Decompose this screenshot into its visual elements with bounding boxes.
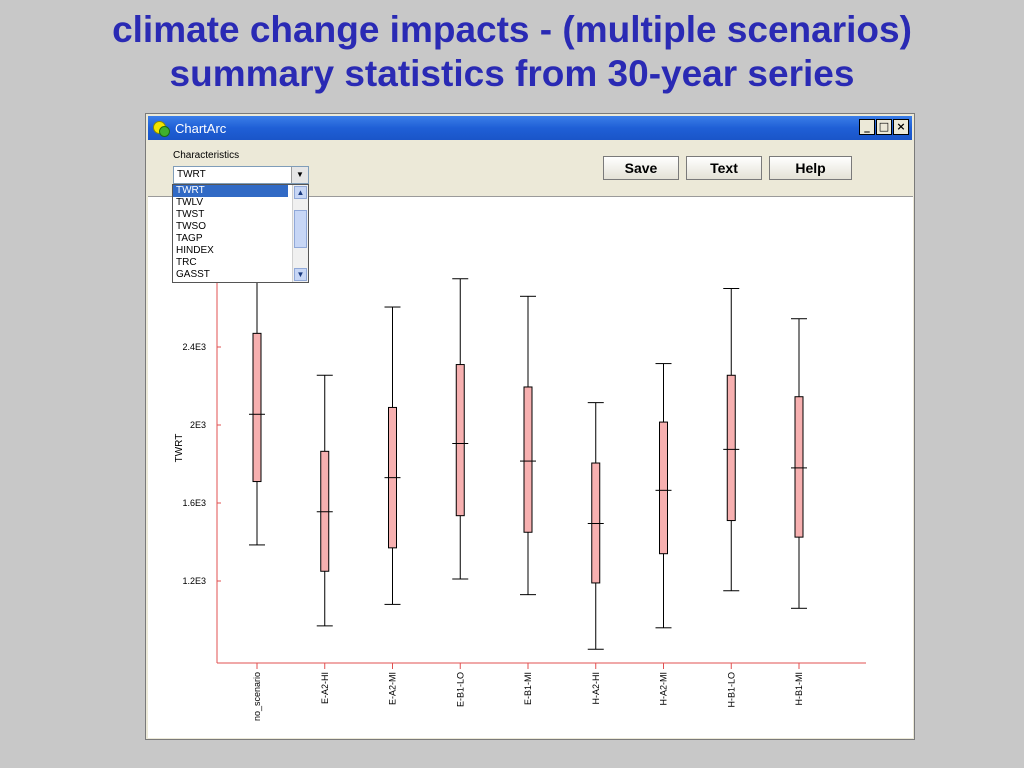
y-tick-label: 1.2E3 (182, 576, 206, 586)
box-E-B1-LO (452, 278, 469, 580)
dropdown-item-gasst[interactable]: GASST (176, 269, 210, 280)
iqr-box (455, 364, 465, 517)
x-tick-label: no_scenario (252, 672, 262, 721)
x-tick-label: E-B1-MI (523, 672, 533, 705)
iqr-box (659, 421, 668, 555)
window-title: ChartArc (175, 120, 227, 136)
x-tick-label: H-B1-MI (794, 672, 804, 706)
scroll-up-icon[interactable]: ▲ (294, 186, 307, 199)
dropdown-item-hindex[interactable]: HINDEX (176, 245, 214, 256)
box-H-A2-HI (587, 402, 604, 650)
x-tick-label: H-A2-MI (659, 672, 669, 706)
x-tick-label: H-B1-LO (726, 672, 736, 708)
minimize-button[interactable]: _ (859, 119, 875, 135)
y-tick-label: 2.4E3 (182, 342, 206, 352)
dropdown-item-tagp[interactable]: TAGP (176, 233, 203, 244)
dropdown-item-twlv[interactable]: TWLV (176, 197, 204, 208)
save-button[interactable]: Save (603, 156, 679, 180)
x-tick-label: E-A2-MI (388, 672, 398, 705)
box-H-B1-MI (791, 318, 807, 609)
window-titlebar[interactable]: ChartArc _ □ × (148, 116, 912, 140)
scroll-thumb[interactable] (294, 210, 307, 248)
y-tick-label: 1.6E3 (182, 498, 206, 508)
text-button[interactable]: Text (686, 156, 762, 180)
x-tick-label: H-A2-HI (591, 672, 601, 705)
dropdown-item-trc[interactable]: TRC (176, 257, 197, 268)
box-E-A2-HI (316, 374, 333, 627)
slide-title-line1: climate change impacts - (multiple scena… (112, 9, 912, 50)
maximize-button[interactable]: □ (876, 119, 892, 135)
chartarc-app-icon (153, 120, 170, 137)
x-tick-label: E-B1-LO (455, 672, 465, 707)
box-E-A2-MI (384, 306, 401, 605)
iqr-box (794, 396, 804, 538)
chevron-down-icon[interactable]: ▼ (291, 167, 308, 183)
y-tick-label: 2E3 (190, 420, 206, 430)
characteristics-select[interactable]: TWRT ▼ (173, 166, 309, 184)
slide-title: climate change impacts - (multiple scena… (0, 8, 1024, 96)
close-button[interactable]: × (893, 119, 909, 135)
toolbar: Characteristics TWRT ▼ Save Text Help (148, 140, 873, 196)
dropdown-item-twst[interactable]: TWST (176, 209, 205, 220)
scroll-down-icon[interactable]: ▼ (294, 268, 307, 281)
iqr-box (726, 374, 736, 522)
iqr-box (523, 386, 533, 533)
y-axis-label: TWRT (174, 434, 185, 463)
dropdown-scrollbar[interactable]: ▲ ▼ (292, 185, 308, 282)
help-button[interactable]: Help (769, 156, 852, 180)
characteristics-dropdown-list[interactable]: TWRT TWLV TWST TWSO TAGP HINDEX TRC GASST ▲ ▼ (172, 184, 309, 283)
dropdown-item-twso[interactable]: TWSO (176, 221, 206, 232)
dropdown-item-twrt[interactable]: TWRT (173, 185, 288, 197)
box-H-B1-LO (723, 288, 740, 592)
box-E-B1-MI (520, 295, 536, 596)
iqr-box (252, 332, 262, 483)
characteristics-label: Characteristics (173, 150, 240, 161)
slide-title-line2: summary statistics from 30-year series (169, 53, 855, 94)
characteristics-selected-value: TWRT (177, 169, 206, 180)
x-tick-label: E-A2-HI (320, 672, 330, 704)
box-H-A2-MI (655, 363, 672, 629)
